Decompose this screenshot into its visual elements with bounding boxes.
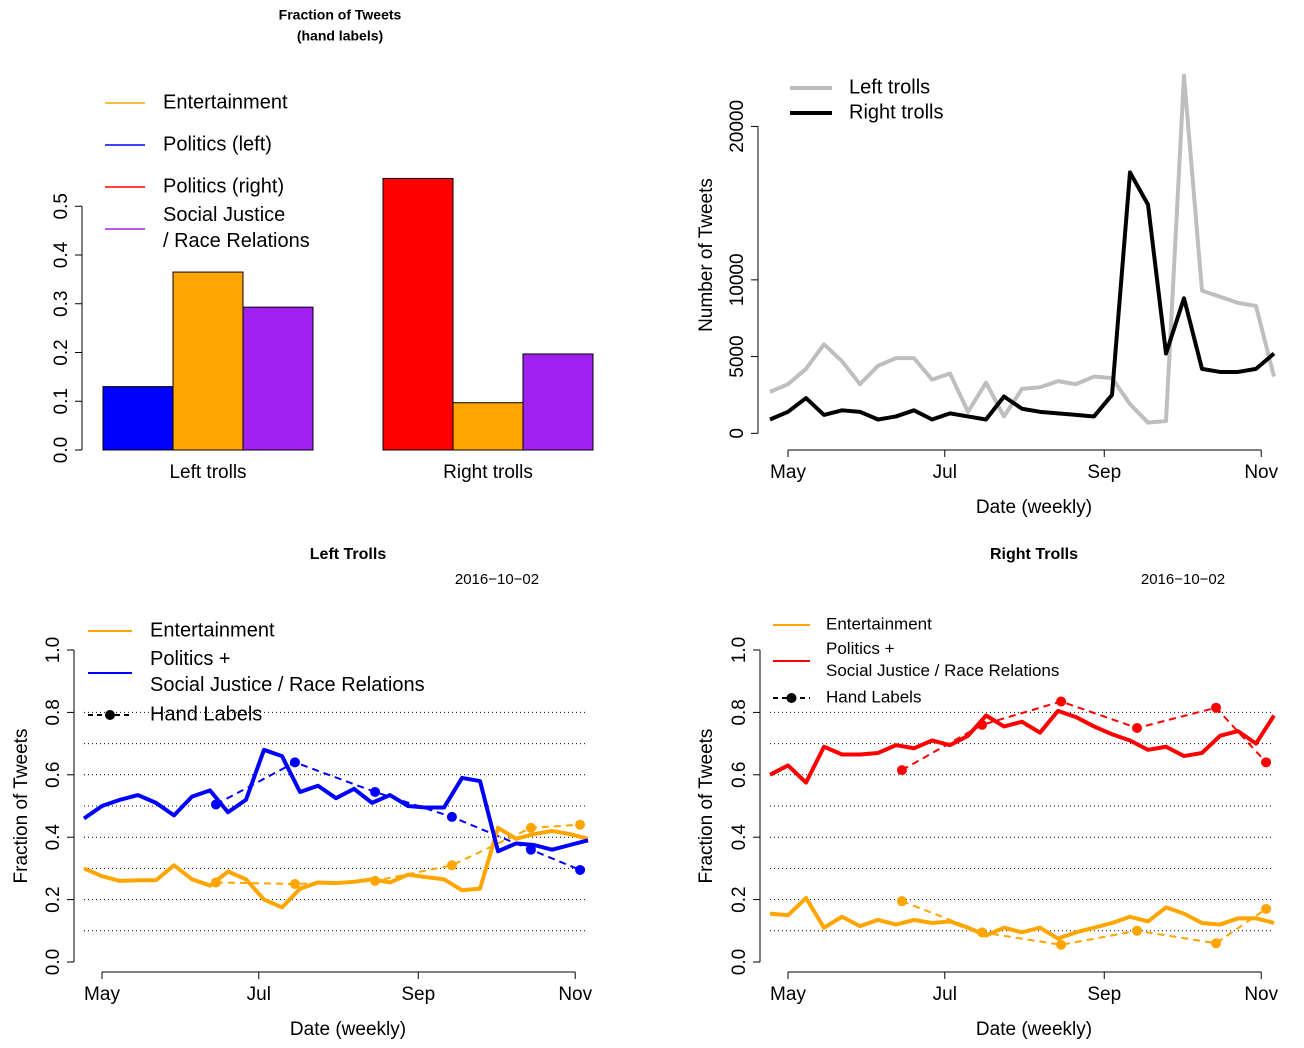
- x-tick-label: Sep: [1087, 462, 1121, 483]
- x-tick-label: May: [770, 462, 806, 483]
- y-tick-label: 0.3: [51, 291, 72, 317]
- y-tick-label: 0.0: [43, 949, 64, 975]
- y-tick-label: 0.6: [43, 762, 64, 788]
- legend-label: Politics + Social Justice / Race Relation…: [826, 639, 1059, 680]
- x-tick-label: Nov: [558, 984, 592, 1005]
- hand-label-point: [1211, 938, 1222, 949]
- bar: [172, 271, 244, 451]
- series-line: [769, 896, 1275, 941]
- bar: [452, 402, 524, 451]
- y-tick-label: 0.4: [729, 824, 750, 851]
- y-tick-label: 5000: [727, 335, 748, 377]
- x-category-label: Right trolls: [443, 462, 533, 483]
- hand-label-point: [575, 864, 586, 875]
- bar: [242, 306, 314, 451]
- legend-dot: [105, 710, 115, 720]
- hand-label-point: [896, 765, 907, 776]
- chart-subtitle: 2016−10−02: [455, 571, 539, 588]
- x-tick-label: May: [84, 984, 120, 1005]
- y-tick-label: 0.4: [51, 241, 72, 268]
- y-tick-label: 0.8: [43, 699, 64, 725]
- series-line: [769, 73, 1276, 425]
- series-line: [83, 825, 589, 910]
- legend-label: Entertainment: [826, 614, 932, 633]
- y-tick-label: 0.2: [43, 886, 64, 912]
- hand-label-point: [289, 757, 300, 768]
- x-tick-label: Jul: [933, 984, 957, 1005]
- legend-label: Left trolls: [849, 76, 930, 98]
- hand-label-line: [215, 761, 581, 871]
- y-tick-label: 0.0: [51, 437, 72, 463]
- chart-title: Right Trolls: [990, 546, 1078, 563]
- x-tick-label: Sep: [1087, 984, 1121, 1005]
- x-tick-label: Jul: [247, 984, 271, 1005]
- hand-label-point: [446, 811, 457, 822]
- x-tick-label: Nov: [1244, 462, 1278, 483]
- y-tick-label: 0.8: [729, 699, 750, 725]
- y-tick-label: 0.1: [51, 388, 72, 414]
- x-tick-label: May: [770, 984, 806, 1005]
- bar: [382, 177, 454, 451]
- hand-label-point: [1211, 702, 1222, 713]
- y-tick-label: 0: [727, 428, 748, 439]
- y-tick-label: 0.2: [51, 339, 72, 365]
- x-category-label: Left trolls: [169, 462, 246, 483]
- y-tick-label: 1.0: [729, 637, 750, 663]
- chart-title: Fraction of Tweets (hand labels): [279, 6, 402, 43]
- hand-label-point: [525, 844, 536, 855]
- x-axis-label: Date (weekly): [976, 497, 1092, 518]
- chart-title: Left Trolls: [310, 546, 387, 563]
- series-line: [769, 708, 1276, 785]
- y-tick-label: 0.6: [729, 762, 750, 788]
- hand-label-point: [289, 879, 300, 889]
- hand-label-point: [1056, 939, 1067, 950]
- hand-label-line: [901, 900, 1267, 946]
- legend-label: Hand Labels: [150, 703, 262, 725]
- y-tick-label: 0.4: [43, 824, 64, 851]
- legend-label: Politics + Social Justice / Race Relation…: [150, 648, 425, 696]
- y-tick-label: 20000: [727, 100, 748, 153]
- y-axis-label: Number of Tweets: [696, 178, 717, 332]
- legend-label: Entertainment: [150, 619, 275, 641]
- hand-label-point: [896, 896, 907, 907]
- hand-label-point: [1132, 723, 1143, 733]
- y-axis-label: Fraction of Tweets: [696, 729, 717, 884]
- y-tick-label: 1.0: [43, 637, 64, 663]
- legend-label: Entertainment: [163, 91, 288, 113]
- legend-dot: [786, 693, 797, 703]
- hand-label-point: [1056, 696, 1067, 707]
- y-tick-label: 10000: [727, 253, 748, 306]
- hand-label-point: [446, 860, 457, 871]
- x-tick-label: Jul: [933, 462, 957, 483]
- legend-label: Politics (left): [163, 133, 272, 155]
- hand-label-point: [575, 819, 586, 830]
- hand-label-point: [525, 822, 536, 833]
- series-line: [82, 747, 589, 854]
- y-tick-label: 0.2: [729, 886, 750, 912]
- y-axis-label: Fraction of Tweets: [11, 729, 32, 884]
- x-axis-label: Date (weekly): [976, 1019, 1092, 1040]
- hand-label-point: [370, 786, 381, 797]
- bar: [522, 353, 594, 451]
- hand-label-point: [1261, 757, 1272, 768]
- legend-label: Politics (right): [163, 175, 284, 197]
- hand-label-point: [1132, 925, 1143, 936]
- legend-label: Social Justice / Race Relations: [163, 204, 310, 252]
- hand-label-line: [901, 700, 1267, 771]
- x-axis-label: Date (weekly): [290, 1019, 406, 1040]
- bar: [102, 386, 174, 451]
- series-line: [769, 170, 1276, 422]
- x-tick-label: Nov: [1244, 984, 1278, 1005]
- hand-label-point: [1261, 903, 1272, 914]
- y-tick-label: 0.0: [729, 949, 750, 975]
- legend-label: Hand Labels: [826, 687, 921, 706]
- legend-label: Right trolls: [849, 101, 943, 123]
- hand-label-line: [215, 823, 581, 886]
- x-tick-label: Sep: [401, 984, 435, 1005]
- y-tick-label: 0.5: [51, 193, 72, 219]
- chart-subtitle: 2016−10−02: [1141, 571, 1225, 588]
